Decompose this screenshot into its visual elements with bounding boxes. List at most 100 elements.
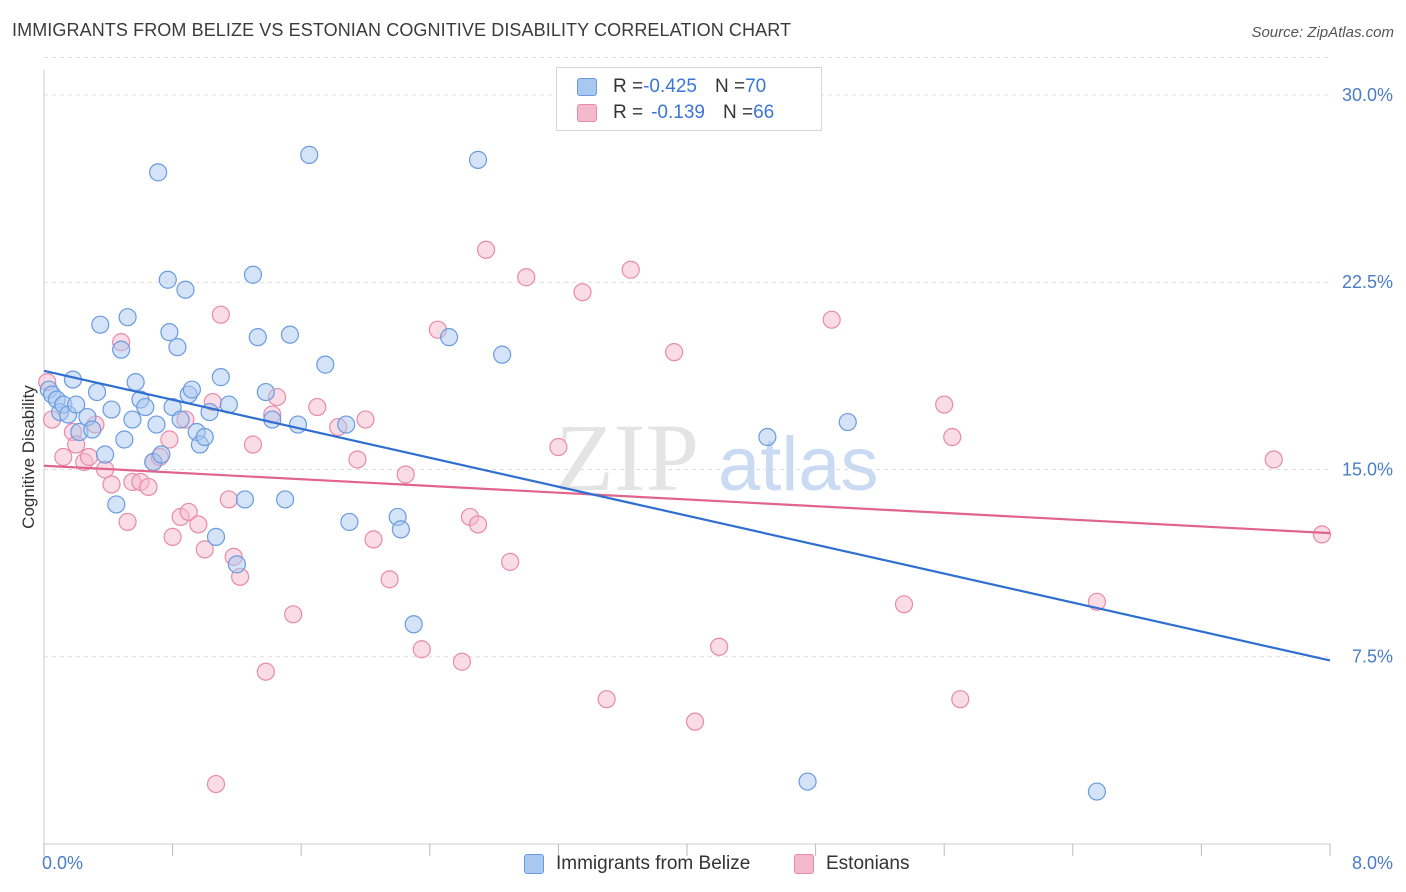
estonians-point — [1312, 525, 1332, 544]
bottom-legend-belize: Immigrants from Belize — [524, 852, 750, 876]
x-tick-label: 8.0% — [1352, 853, 1393, 873]
belize-point — [280, 325, 300, 344]
legend-pink-n-value: 66 — [753, 102, 775, 123]
belize-point — [182, 380, 201, 399]
belize-trend-line — [43, 369, 1331, 662]
estonians-point — [102, 475, 121, 494]
estonians-point — [685, 712, 705, 731]
legend-blue-n-label: N = — [714, 76, 746, 97]
belize-point — [107, 495, 126, 514]
estonians-point — [356, 410, 375, 429]
belize-point — [152, 445, 171, 464]
belize-point — [115, 430, 134, 449]
axes — [43, 70, 1331, 856]
belize-point — [211, 368, 230, 387]
estonians-point — [396, 465, 415, 484]
belize-point — [1087, 782, 1107, 801]
estonians-point — [710, 637, 729, 656]
legend-row-blue: R = -0.425 N = 70 — [577, 74, 766, 100]
estonians-point — [501, 552, 520, 571]
belize-point — [136, 397, 155, 417]
belize-swatch-icon — [524, 854, 544, 874]
estonians-point — [621, 260, 640, 279]
belize-point — [118, 308, 137, 327]
watermark-zip: ZIP — [555, 404, 699, 511]
y-tick-label: 22.5% — [1342, 272, 1393, 292]
belize-point — [195, 427, 214, 447]
belize-point — [300, 145, 319, 164]
belize-point — [95, 445, 115, 464]
estonians-point — [951, 690, 970, 709]
estonians-point — [597, 690, 616, 709]
estonians-point — [243, 435, 263, 454]
estonians-point — [284, 605, 303, 624]
belize-point — [87, 382, 107, 402]
y-tick-label: 7.5% — [1352, 647, 1393, 667]
estonians-trend-line — [43, 464, 1331, 535]
belize-point — [758, 427, 777, 447]
legend-pink-r-label: R = — [613, 102, 644, 123]
watermark-atlas: atlas — [718, 422, 879, 507]
belize-point — [337, 415, 356, 434]
estonians-point — [308, 397, 327, 417]
watermark: ZIP atlas — [555, 404, 879, 511]
belize-point — [439, 328, 459, 347]
estonians-point — [211, 305, 230, 324]
belize-point — [263, 410, 282, 429]
belize-point — [316, 355, 335, 374]
legend-pink-n-label: N = — [722, 102, 754, 123]
estonians-point — [573, 283, 592, 302]
belize-point — [83, 420, 102, 439]
belize-point — [340, 512, 359, 532]
tick-labels: 7.5% 15.0% 22.5% 30.0% 0.0% 8.0% — [42, 85, 1393, 873]
legend-row-pink: R = -0.139 N = 66 — [577, 100, 774, 126]
estonians-point — [163, 527, 182, 546]
belize-point — [126, 372, 145, 392]
belize-point — [206, 527, 226, 546]
estonians-point — [452, 652, 472, 671]
estonians-point — [943, 427, 962, 447]
source-credit: Source: ZipAtlas.com — [1251, 24, 1394, 41]
belize-point — [798, 772, 817, 791]
belize-point — [91, 315, 110, 334]
bottom-legend-estonians-label: Estonians — [826, 853, 910, 874]
estonians-point — [1264, 450, 1283, 469]
estonians-point — [380, 570, 399, 589]
y-axis-label: Cognitive Disability — [19, 385, 38, 529]
belize-point — [112, 340, 131, 359]
belize-point — [248, 328, 267, 347]
estonians-point — [476, 240, 496, 259]
belize-point — [171, 410, 190, 429]
estonians-point — [822, 310, 841, 329]
y-tick-label: 15.0% — [1342, 459, 1393, 479]
estonians-point — [189, 515, 208, 534]
trend-lines — [43, 369, 1331, 662]
estonians-point — [206, 774, 226, 794]
bottom-legend-estonians: Estonians — [794, 852, 909, 876]
estonians-point — [54, 447, 73, 467]
belize-point — [391, 520, 410, 539]
estonians-point — [256, 662, 275, 681]
belize-point — [838, 412, 857, 432]
bottom-legend-belize-label: Immigrants from Belize — [556, 853, 751, 874]
pink-swatch-icon — [577, 104, 597, 122]
legend-box: R = -0.425 N = 70 R = -0.139 N = 66 — [556, 67, 822, 131]
belize-point — [276, 490, 295, 509]
estonians-point — [412, 640, 431, 659]
belize-point — [123, 410, 142, 429]
estonians-point — [118, 512, 137, 532]
estonians-point — [195, 540, 214, 559]
belize-point — [468, 150, 488, 169]
estonians-point — [179, 502, 198, 522]
blue-swatch-icon — [577, 78, 597, 96]
belize-point — [493, 345, 512, 364]
estonians-point — [139, 477, 158, 497]
estonians-swatch-icon — [794, 854, 814, 874]
belize-point — [168, 338, 187, 357]
legend-pink-r-value: -0.139 — [651, 102, 705, 123]
chart-title: IMMIGRANTS FROM BELIZE VS ESTONIAN COGNI… — [12, 20, 792, 40]
belize-point — [149, 163, 168, 182]
estonians-point — [160, 430, 179, 449]
legend-blue-r-value: -0.425 — [643, 76, 697, 97]
